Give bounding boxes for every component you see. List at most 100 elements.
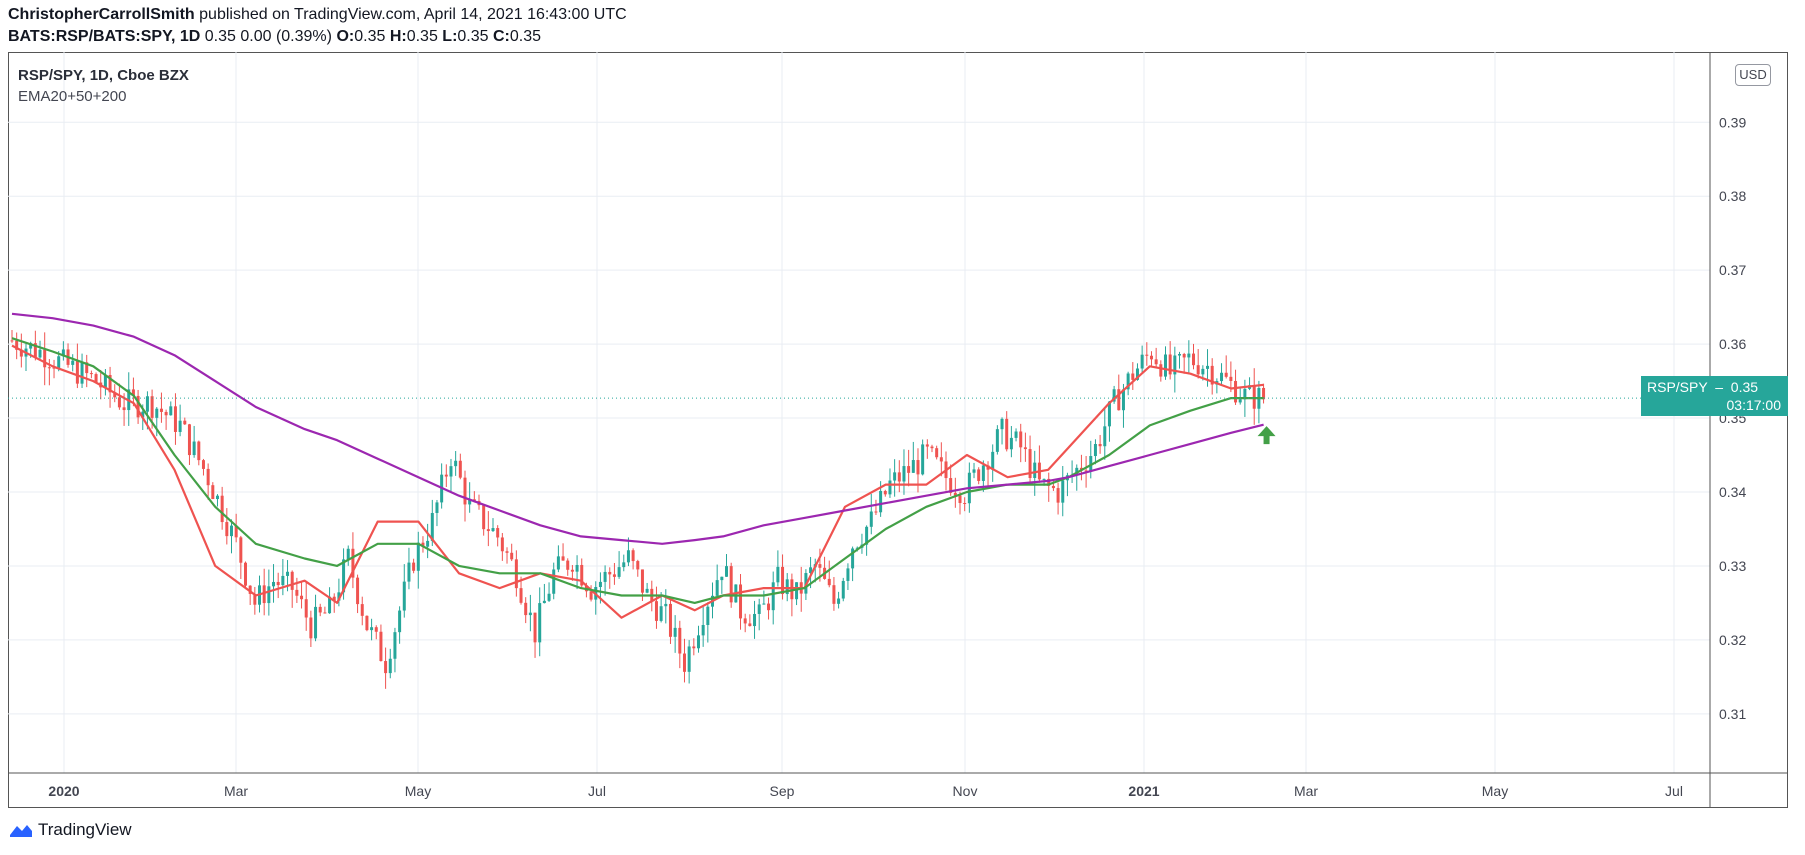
candle-body [337,592,341,601]
candle-body [603,571,607,582]
candle-body [496,528,500,538]
candle-body [47,367,51,369]
candle-body [771,582,775,611]
candle-body [1028,449,1032,479]
badge-symbol: RSP/SPY [1647,379,1708,395]
candle-body [636,561,640,570]
candle-body [1098,444,1102,447]
candle-body [1000,418,1004,430]
candle-body [739,584,743,619]
candle-body [851,548,855,569]
candle-body [80,362,84,384]
candle-body [888,480,892,495]
y-tick-label: 0.34 [1719,484,1746,500]
candle-body [580,564,584,586]
candle-body [921,444,925,475]
candle-body [1051,485,1055,489]
candle-body [323,612,327,614]
tradingview-logo-icon [10,825,32,837]
y-tick-label: 0.31 [1719,706,1746,722]
y-tick-label: 0.33 [1719,558,1746,574]
candle-body [215,495,219,500]
low-label: L: [442,28,458,45]
candle-body [1262,387,1266,400]
candle-body [1173,355,1177,375]
candle-body [505,551,509,553]
candle-body [444,474,448,477]
candle-body [113,392,117,398]
candle-body [706,606,710,625]
candle-body [1234,380,1238,403]
candle-body [972,469,976,473]
candle-body [977,469,981,481]
footer-brand[interactable]: TradingView [8,820,132,840]
candle-body [491,528,495,532]
candle-body [1196,365,1200,375]
candle-body [1210,365,1214,385]
candle-body [300,595,304,600]
candle-body [416,542,420,571]
candle-body [832,585,836,604]
candle-body [678,627,682,654]
candle-body [388,658,392,674]
candle-body [762,603,766,605]
x-tick-label: May [405,783,431,799]
candle-body [1103,426,1107,447]
candle-body [598,581,602,588]
candle-body [846,568,850,581]
candle-body [426,540,430,547]
candle-body [276,581,280,586]
candle-body [393,632,397,659]
candle-body [743,618,747,624]
high-label: H: [389,28,407,45]
candle-body [865,526,869,545]
chart-frame[interactable] [8,52,1788,808]
candle-body [267,586,271,604]
candle-body [19,349,23,357]
candle-body [510,552,514,560]
chart-legend-title[interactable]: RSP/SPY, 1D, Cboe BZX [18,67,189,84]
candle-body [1047,478,1051,486]
y-tick-label: 0.36 [1719,336,1746,352]
candle-body [131,389,135,396]
candle-body [183,420,187,425]
candle-body [935,448,939,458]
candle-body [1089,456,1093,471]
candle-body [15,340,19,350]
candle-body [164,411,168,416]
candle-body [1243,388,1247,400]
candle-body [570,569,574,572]
candle-body [1135,368,1139,380]
candle-body [715,580,719,596]
x-tick-label: Jul [588,783,606,799]
candle-body [1220,372,1224,382]
candle-body [1149,355,1153,360]
candle-body [332,596,336,601]
candle-body [318,606,322,613]
candle-body [827,578,831,586]
candle-body [192,441,196,456]
ema-line-ema20 [11,344,1264,619]
candle-body [1131,373,1135,380]
candle-body [159,408,163,412]
candle-body [687,646,691,672]
candle-body [346,548,350,560]
open-value: 0.35 [354,28,386,45]
candle-body [206,468,210,486]
candle-body [402,581,406,611]
change-value: 0.35 0.00 (0.39%) [204,28,332,45]
chart-legend-indicators[interactable]: EMA20+50+200 [18,88,127,105]
candle-body [673,627,677,637]
currency-button[interactable]: USD [1735,64,1771,86]
candle-body [958,495,962,504]
candle-body [201,460,205,469]
candle-body [187,424,191,456]
candle-body [379,631,383,662]
candle-body [1033,462,1037,479]
candle-body [837,598,841,604]
candle-body [566,560,570,570]
author-name[interactable]: ChristopherCarrollSmith [8,6,195,23]
candle-body [430,512,434,541]
candle-body [1154,359,1158,365]
